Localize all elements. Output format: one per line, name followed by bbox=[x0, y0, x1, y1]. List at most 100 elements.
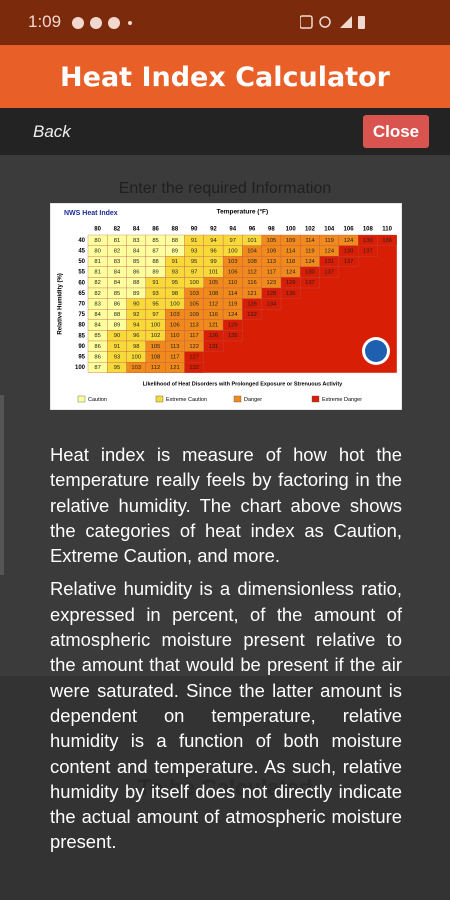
heat-value: 101 bbox=[209, 270, 219, 276]
heat-value: 112 bbox=[151, 365, 160, 371]
back-button[interactable]: Back bbox=[33, 122, 71, 141]
heat-value: 85 bbox=[114, 291, 120, 297]
heat-value: 132 bbox=[247, 312, 257, 318]
heat-value: 103 bbox=[189, 291, 199, 297]
heat-value: 94 bbox=[210, 238, 217, 244]
heat-value: 96 bbox=[210, 248, 216, 254]
heat-value: 89 bbox=[133, 291, 139, 297]
temperature-label: 98 bbox=[268, 227, 275, 233]
heat-value: 137 bbox=[324, 270, 334, 276]
heat-cell bbox=[242, 309, 262, 320]
background-prompt: Enter the required Information bbox=[118, 180, 332, 197]
legend-label: Extreme Danger bbox=[322, 397, 362, 403]
heat-value: 82 bbox=[94, 280, 100, 286]
humidity-label: 70 bbox=[78, 301, 85, 307]
title: Heat Index Calculator bbox=[60, 62, 390, 93]
heat-value: 100 bbox=[131, 354, 141, 360]
chart-footer: Likelihood of Heat Disorders with Prolon… bbox=[143, 381, 344, 387]
heat-value: 84 bbox=[133, 248, 140, 254]
heat-value: 126 bbox=[247, 301, 257, 307]
chart-title: NWS Heat Index bbox=[64, 210, 118, 217]
heat-value: 86 bbox=[94, 344, 100, 350]
heat-cell bbox=[377, 234, 397, 246]
heat-value: 88 bbox=[133, 280, 139, 286]
legend-label: Caution bbox=[88, 397, 107, 403]
heat-value: 84 bbox=[94, 323, 101, 329]
heat-value: 105 bbox=[267, 238, 277, 244]
heat-value: 124 bbox=[228, 312, 238, 318]
heat-value: 90 bbox=[133, 301, 139, 307]
heat-value: 114 bbox=[286, 248, 296, 254]
heat-value: 105 bbox=[151, 344, 161, 350]
close-button[interactable]: Close bbox=[363, 115, 429, 148]
heat-value: 128 bbox=[267, 291, 277, 297]
heat-cell bbox=[222, 330, 243, 342]
heat-value: 95 bbox=[172, 280, 178, 286]
heat-cell bbox=[184, 362, 204, 373]
humidity-label: 95 bbox=[78, 354, 85, 360]
temperature-label: 108 bbox=[363, 227, 374, 233]
legend-swatch bbox=[77, 395, 86, 403]
heat-value: 119 bbox=[325, 238, 334, 244]
heat-value: 121 bbox=[209, 323, 219, 329]
heat-value: 106 bbox=[170, 323, 180, 329]
heat-value: 110 bbox=[170, 333, 179, 339]
heat-value: 98 bbox=[172, 291, 178, 297]
heat-value: 118 bbox=[286, 259, 295, 265]
heat-value: 117 bbox=[190, 333, 199, 339]
heat-value: 105 bbox=[209, 280, 219, 286]
heat-value: 112 bbox=[247, 270, 256, 276]
heat-value: 87 bbox=[152, 248, 158, 254]
heat-value: 114 bbox=[305, 238, 315, 244]
heat-cell bbox=[261, 298, 282, 310]
heat-value: 129 bbox=[286, 280, 296, 286]
header bbox=[0, 45, 450, 108]
heat-value: 85 bbox=[152, 238, 158, 244]
heat-value: 121 bbox=[247, 291, 257, 297]
heat-value: 95 bbox=[114, 365, 120, 371]
x-axis-label: Temperature (°F) bbox=[217, 208, 269, 216]
temperature-label: 104 bbox=[324, 227, 335, 233]
heat-cell bbox=[203, 340, 224, 352]
humidity-label: 100 bbox=[75, 365, 86, 371]
heat-value: 124 bbox=[286, 270, 296, 276]
heat-value: 84 bbox=[114, 280, 121, 286]
heat-value: 127 bbox=[189, 354, 199, 360]
humidity-label: 45 bbox=[78, 248, 85, 254]
heat-value: 124 bbox=[324, 248, 334, 254]
heat-value: 126 bbox=[209, 333, 219, 339]
heat-value: 137 bbox=[305, 280, 315, 286]
heat-value: 88 bbox=[172, 238, 178, 244]
background-result: To be Calculated bbox=[137, 775, 313, 800]
y-axis-label: Relative Humidity (%) bbox=[58, 273, 64, 334]
heat-value: 91 bbox=[191, 238, 197, 244]
temperature-label: 106 bbox=[344, 227, 355, 233]
heat-value: 117 bbox=[267, 270, 276, 276]
heat-value: 87 bbox=[94, 365, 100, 371]
status-icons bbox=[300, 15, 365, 29]
paragraph: Heat index is measure of how hot the tem… bbox=[50, 444, 402, 567]
heat-value: 122 bbox=[189, 344, 199, 350]
humidity-label: 80 bbox=[78, 323, 85, 329]
heat-value: 97 bbox=[230, 238, 236, 244]
heat-value: 100 bbox=[228, 248, 238, 254]
heat-value: 94 bbox=[133, 323, 140, 329]
temperature-label: 90 bbox=[191, 227, 198, 233]
heat-value: 130 bbox=[344, 248, 354, 254]
heat-value: 85 bbox=[94, 333, 100, 339]
heat-value: 81 bbox=[114, 238, 120, 244]
temperature-label: 102 bbox=[305, 227, 316, 233]
heat-value: 97 bbox=[152, 312, 158, 318]
heat-value: 98 bbox=[133, 344, 139, 350]
heat-value: 95 bbox=[152, 301, 158, 307]
edge-handle bbox=[0, 395, 4, 575]
heat-value: 136 bbox=[382, 238, 392, 244]
heat-value: 137 bbox=[344, 259, 354, 265]
legend-swatch bbox=[311, 395, 320, 403]
heat-value: 93 bbox=[191, 248, 197, 254]
heat-value: 109 bbox=[267, 248, 277, 254]
heat-value: 110 bbox=[228, 280, 237, 286]
humidity-label: 90 bbox=[78, 344, 85, 350]
heat-value: 100 bbox=[170, 301, 180, 307]
heat-value: 116 bbox=[209, 312, 218, 318]
